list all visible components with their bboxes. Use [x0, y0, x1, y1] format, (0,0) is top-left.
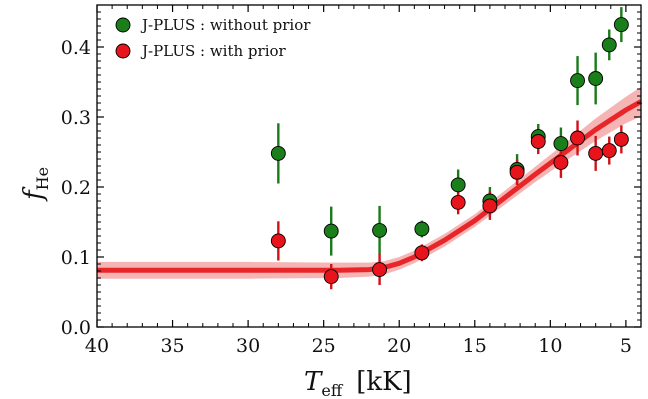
legend-label-with-prior: J-PLUS : with prior [140, 42, 287, 60]
y-axis-label: fHe [19, 167, 52, 202]
point-with-prior [323, 269, 339, 285]
x-axis-label-unit: [kK] [356, 367, 411, 397]
x-tick-label: 35 [160, 335, 184, 357]
fit-line [97, 99, 643, 273]
legend-label-without-prior: J-PLUS : without prior [140, 16, 311, 34]
legend-marker-with-prior [115, 43, 131, 59]
point-with-prior [482, 198, 498, 214]
fit-confidence-band [97, 86, 641, 279]
y-tick-label: 0.1 [61, 247, 91, 269]
point-with-prior [270, 233, 286, 249]
x-tick-label: 10 [538, 335, 562, 357]
point-with-prior [414, 245, 430, 261]
point-without-prior [570, 73, 585, 89]
point-with-prior [372, 262, 388, 278]
point-without-prior [601, 37, 617, 53]
x-axis-label: Teff [kK] [304, 367, 412, 399]
point-with-prior [588, 145, 604, 161]
axes: 40 35 30 25 20 15 10 5 0.0 0.1 0.2 0.3 0.4 [61, 4, 642, 357]
fit-band-layer [97, 86, 641, 279]
y-tick-label: 0.4 [61, 37, 91, 59]
axis-labels: fHe Teff [kK] [19, 167, 412, 399]
x-axis-label-main: T [304, 367, 323, 397]
x-tick-label: 30 [236, 335, 260, 357]
y-tick-label: 0.0 [61, 317, 91, 339]
x-tick-label: 15 [463, 335, 487, 357]
point-without-prior [270, 145, 286, 161]
point-with-prior [530, 134, 546, 149]
legend-marker-without-prior [115, 17, 131, 33]
y-axis-label-sub: He [33, 167, 52, 190]
point-without-prior [372, 222, 388, 238]
x-tick-label: 20 [387, 335, 411, 357]
point-with-prior [613, 131, 629, 147]
legend: J-PLUS : without prior J-PLUS : with pri… [115, 16, 311, 60]
point-without-prior [613, 17, 629, 33]
x-tick-label: 5 [620, 335, 632, 357]
fit-line-layer [97, 99, 643, 273]
y-tick-label: 0.3 [61, 107, 91, 129]
point-without-prior [588, 71, 604, 86]
point-with-prior [570, 130, 585, 146]
x-tick-label: 25 [312, 335, 336, 357]
point-layer [270, 17, 629, 285]
y-tick-label: 0.2 [61, 177, 91, 199]
point-with-prior [553, 155, 569, 170]
point-with-prior [509, 164, 525, 180]
x-axis-label-sub: eff [321, 381, 343, 399]
point-with-prior [450, 194, 466, 210]
point-without-prior [414, 221, 430, 237]
point-without-prior [450, 177, 466, 193]
point-without-prior [323, 223, 339, 239]
x-tick-label: 40 [85, 335, 109, 357]
point-with-prior [601, 143, 617, 159]
point-without-prior [553, 136, 569, 152]
